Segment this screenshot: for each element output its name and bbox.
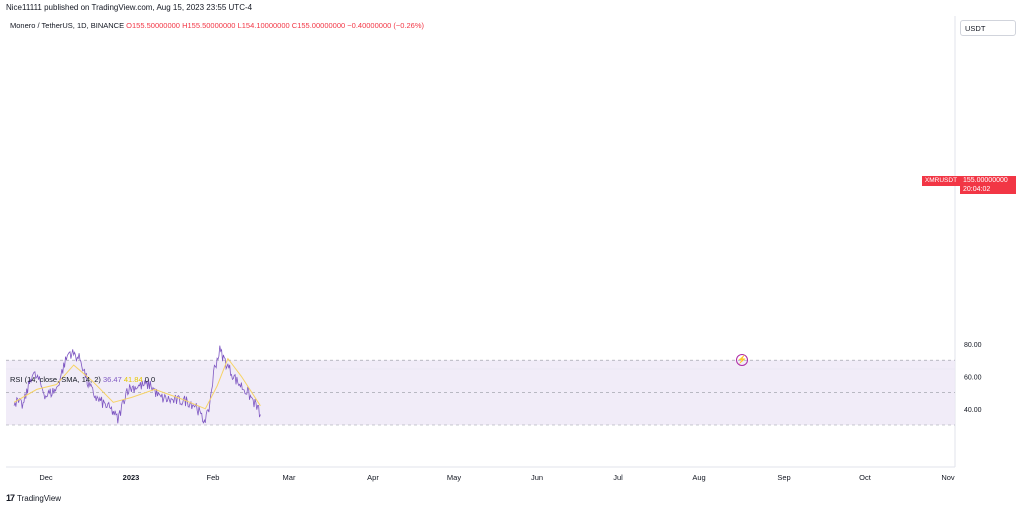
time-tick-label: Apr bbox=[367, 473, 379, 482]
rsi-extra: 0 bbox=[144, 375, 149, 384]
rsi-line[interactable] bbox=[13, 345, 261, 424]
legend-high: H155.50000000 bbox=[182, 21, 236, 30]
time-tick-label: Sep bbox=[777, 473, 790, 482]
time-tick-label: Feb bbox=[207, 473, 220, 482]
time-tick-label: 2023 bbox=[123, 473, 140, 482]
legend-change: −0.40000000 (−0.26%) bbox=[347, 21, 425, 30]
countdown-value: 20:04:02 bbox=[963, 186, 991, 193]
time-tick-label: Oct bbox=[859, 473, 872, 482]
rsi-ma-line[interactable] bbox=[13, 357, 261, 410]
rsi-extra2: 0 bbox=[150, 375, 156, 384]
footer: 17 TradingView bbox=[6, 493, 61, 503]
time-tick-label: Jun bbox=[531, 473, 543, 482]
rsi-tick-label: 80.00 bbox=[964, 342, 982, 349]
time-tick-label: Nov bbox=[941, 473, 955, 482]
symbol-legend: Monero / TetherUS, 1D, BINANCE O155.5000… bbox=[10, 21, 424, 30]
time-tick-label: Aug bbox=[692, 473, 705, 482]
last-price-tag: 155.00000000 20:04:02 bbox=[960, 176, 1016, 194]
rsi-ma-value: 41.84 bbox=[123, 375, 143, 384]
rsi-tick-label: 40.00 bbox=[964, 407, 982, 414]
time-tick-label: Dec bbox=[39, 473, 53, 482]
footer-brand[interactable]: TradingView bbox=[17, 493, 62, 503]
rsi-value: 36.47 bbox=[102, 375, 122, 384]
last-price-value: 155.00000000 bbox=[963, 177, 1008, 184]
top-bar: Nice11111 published on TradingView.com, … bbox=[0, 0, 1024, 16]
time-tick-label: May bbox=[447, 473, 461, 482]
time-tick-label: Mar bbox=[283, 473, 296, 482]
flash-icon[interactable]: ⚡ bbox=[736, 354, 748, 366]
time-tick-label: Jul bbox=[613, 473, 623, 482]
rsi-tick-label: 60.00 bbox=[964, 374, 982, 381]
symbol-title[interactable]: Monero / TetherUS, 1D, BINANCE bbox=[10, 21, 125, 30]
symbol-price-tag: XMRUSDT bbox=[922, 176, 960, 186]
legend-low: L154.10000000 bbox=[237, 21, 290, 30]
rsi-legend: RSI (14, close, SMA, 14, 2) 36.47 41.84 … bbox=[10, 375, 155, 384]
legend-close: C155.00000000 bbox=[291, 21, 346, 30]
legend-open: O155.50000000 bbox=[126, 21, 180, 30]
currency-button[interactable]: USDT bbox=[960, 20, 1016, 36]
rsi-label[interactable]: RSI (14, close, SMA, 14, 2) bbox=[10, 375, 101, 384]
chart-area[interactable]: 110.00000000120.00000000130.00000000140.… bbox=[0, 16, 1024, 492]
published-caption: Nice11111 published on TradingView.com, … bbox=[6, 3, 253, 12]
tradingview-logo-icon: 17 bbox=[6, 493, 15, 503]
